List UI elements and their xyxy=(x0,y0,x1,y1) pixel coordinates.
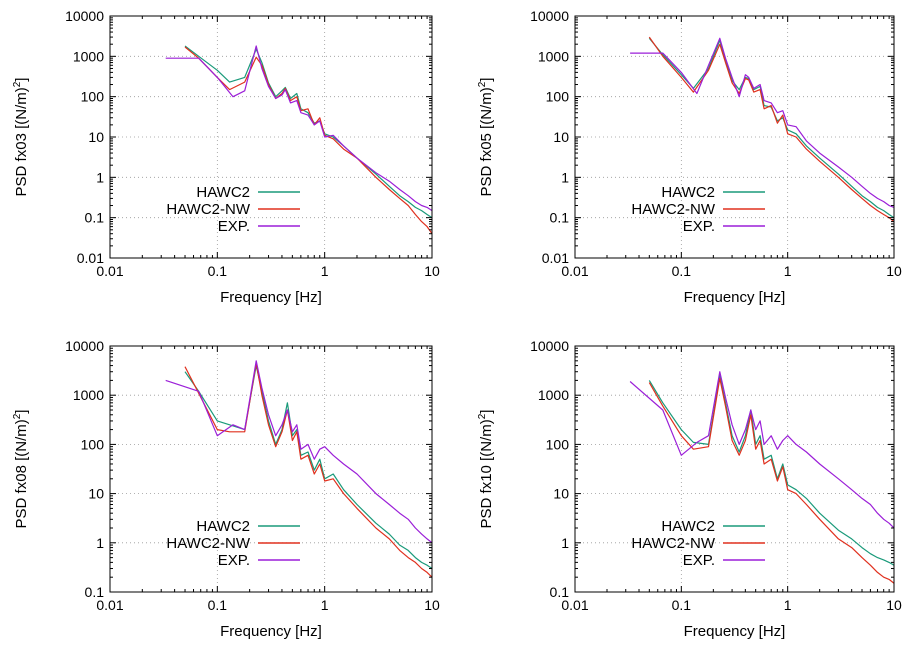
y-tick-label: 10 xyxy=(88,486,104,502)
y-axis-label-end: ] xyxy=(13,410,30,414)
x-tick-label: 0.01 xyxy=(96,263,123,279)
series-line-exp- xyxy=(630,37,894,208)
series-group xyxy=(165,45,432,235)
chart-panel-2: 0.01 0.1 1 10 0.01 0.1 1 10 100 1000 10000 Frequenc… xyxy=(477,8,902,306)
x-tick-label: 1 xyxy=(321,597,329,613)
x-tick-label: 10 xyxy=(424,597,440,613)
y-axis-label-end: ] xyxy=(478,78,495,82)
x-tick-label: 0.1 xyxy=(208,597,228,613)
legend-label: HAWC2 xyxy=(661,184,715,201)
x-tick-label: 0.1 xyxy=(672,263,692,279)
y-tick-label: 1 xyxy=(561,535,569,551)
legend-label: HAWC2 xyxy=(196,518,250,535)
y-axis-label: PSD fx08 [(N/m)2] xyxy=(12,410,30,529)
plot-frame xyxy=(574,15,895,259)
y-tick-label: 0.1 xyxy=(550,210,570,226)
x-tick-label: 0.1 xyxy=(208,263,228,279)
x-axis-label: Frequency [Hz] xyxy=(220,623,322,640)
y-axis-label: PSD fx05 [(N/m)2] xyxy=(477,78,495,197)
legend-label: EXP. xyxy=(683,218,715,235)
x-tick-label: 0.1 xyxy=(672,597,692,613)
x-tick-label: 1 xyxy=(784,597,792,613)
y-tick-label: 1000 xyxy=(73,48,104,64)
y-tick-label: 0.01 xyxy=(77,250,104,266)
x-tick-label: 1 xyxy=(321,263,329,279)
x-tick-label: 10 xyxy=(424,263,440,279)
x-tick-label: 0.01 xyxy=(561,263,588,279)
x-tick-label: 1 xyxy=(784,263,792,279)
series-group xyxy=(629,371,894,584)
y-tick-label: 100 xyxy=(81,89,105,105)
y-axis-label-main: PSD fx03 [(N/m) xyxy=(13,87,30,196)
legend-label: EXP. xyxy=(218,218,250,235)
y-axis-label: PSD fx10 [(N/m)2] xyxy=(477,410,495,529)
y-axis-label-sup: 2 xyxy=(477,413,488,419)
legend-label: EXP. xyxy=(683,552,715,569)
legend-label: HAWC2-NW xyxy=(166,535,250,552)
x-tick-label: 10 xyxy=(886,263,902,279)
legend-label: HAWC2 xyxy=(661,518,715,535)
series-group xyxy=(165,360,432,578)
y-tick-label: 1 xyxy=(561,169,569,185)
y-tick-label: 1000 xyxy=(73,387,104,403)
y-tick-label: 0.1 xyxy=(85,584,105,600)
y-axis-label-sup: 2 xyxy=(12,413,23,419)
y-axis-label-end: ] xyxy=(13,78,30,82)
y-tick-label: 0.1 xyxy=(550,584,570,600)
series-line-exp- xyxy=(165,45,432,212)
y-axis-label-main: PSD fx08 [(N/m) xyxy=(13,419,30,528)
legend-label: HAWC2-NW xyxy=(631,201,715,218)
y-tick-label: 10 xyxy=(88,129,104,145)
y-tick-label: 0.1 xyxy=(85,210,105,226)
legend-label: HAWC2-NW xyxy=(631,535,715,552)
x-axis-label: Frequency [Hz] xyxy=(684,289,786,306)
series-line-hawc2-nw xyxy=(648,36,894,223)
y-axis-label-main: PSD fx05 [(N/m) xyxy=(478,87,495,196)
y-tick-label: 10000 xyxy=(65,8,104,24)
y-tick-label: 10 xyxy=(553,129,569,145)
y-axis-label-sup: 2 xyxy=(477,81,488,87)
y-tick-label: 10000 xyxy=(65,338,104,354)
y-tick-label: 100 xyxy=(81,436,105,452)
plot-frame xyxy=(574,345,895,593)
x-tick-label: 0.01 xyxy=(96,597,123,613)
series-line-hawc2-nw xyxy=(648,377,894,584)
y-tick-label: 100 xyxy=(546,436,570,452)
y-tick-label: 0.01 xyxy=(542,250,569,266)
series-line-hawc2-nw xyxy=(184,46,432,235)
y-axis-label-sup: 2 xyxy=(12,81,23,87)
y-tick-label: 100 xyxy=(546,89,570,105)
x-tick-label: 0.01 xyxy=(561,597,588,613)
legend-label: HAWC2 xyxy=(196,184,250,201)
series-line-exp- xyxy=(629,371,894,529)
y-axis-label: PSD fx03 [(N/m)2] xyxy=(12,78,30,197)
chart-panel-1: 0.01 0.1 1 10 0.01 0.1 1 10 100 1000 10000 Frequenc… xyxy=(12,8,440,306)
y-tick-label: 1000 xyxy=(538,387,569,403)
legend-label: HAWC2-NW xyxy=(166,201,250,218)
legend-label: EXP. xyxy=(218,552,250,569)
y-tick-label: 1 xyxy=(96,535,104,551)
x-axis-label: Frequency [Hz] xyxy=(684,623,786,640)
y-axis-label-main: PSD fx10 [(N/m) xyxy=(478,419,495,528)
plot-frame xyxy=(109,345,433,593)
y-tick-label: 1 xyxy=(96,169,104,185)
series-line-exp- xyxy=(165,360,432,544)
y-tick-label: 1000 xyxy=(538,48,569,64)
y-tick-label: 10000 xyxy=(530,8,569,24)
y-tick-label: 10000 xyxy=(530,338,569,354)
y-tick-label: 10 xyxy=(553,486,569,502)
series-group xyxy=(630,36,894,223)
y-axis-label-end: ] xyxy=(478,410,495,414)
x-tick-label: 10 xyxy=(886,597,902,613)
x-axis-label: Frequency [Hz] xyxy=(220,289,322,306)
